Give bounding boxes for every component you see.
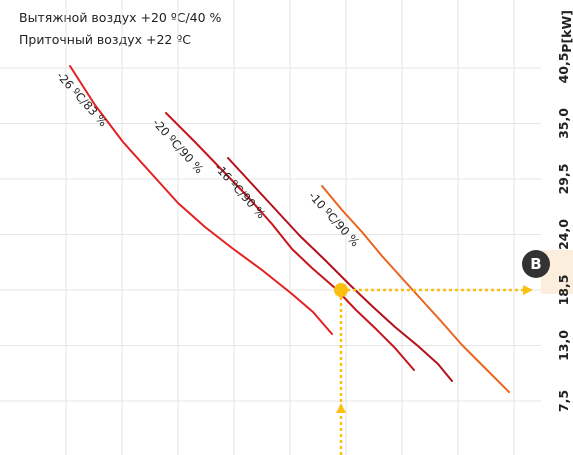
exhaust-air-label: Вытяжной воздух +20 ºC/40 % bbox=[19, 10, 222, 25]
y-tick-label: 35,0 bbox=[556, 108, 571, 139]
y-tick-labels: 7,5 13,0 18,5 24,0 29,5 35,0 40,5 bbox=[556, 53, 571, 413]
y-tick-label: 24,0 bbox=[556, 219, 571, 250]
y-tick-label: 18,5 bbox=[556, 275, 571, 306]
y-tick-label: 7,5 bbox=[556, 390, 571, 412]
badge-label: B bbox=[530, 255, 541, 273]
series-group bbox=[69, 65, 510, 393]
series-labels: -26 ºC/83 %-20 ºC/90 %-16 ºC/90 % -10 ºC/… bbox=[54, 69, 363, 250]
series-label: -26 ºC/83 % bbox=[54, 69, 111, 130]
series-line bbox=[227, 157, 453, 382]
horizontal-grid bbox=[0, 67, 541, 402]
series-line bbox=[165, 112, 415, 371]
y-tick-label: 29,5 bbox=[556, 164, 571, 195]
vertical-grid bbox=[65, 0, 515, 455]
guide-lines bbox=[334, 283, 533, 455]
y-axis-unit-label: P[kW] bbox=[559, 10, 573, 53]
series-label: -10 ºC/90 % bbox=[306, 189, 363, 250]
y-tick-label: 40,5 bbox=[556, 53, 571, 84]
badge-circle bbox=[522, 250, 550, 278]
supply-air-label: Приточный воздух +22 ºC bbox=[19, 32, 191, 47]
series-line bbox=[321, 185, 510, 393]
y-tick-label: 13,0 bbox=[556, 330, 571, 361]
badge-b: B bbox=[522, 250, 550, 278]
operating-point bbox=[334, 283, 348, 297]
series-line bbox=[69, 65, 333, 335]
